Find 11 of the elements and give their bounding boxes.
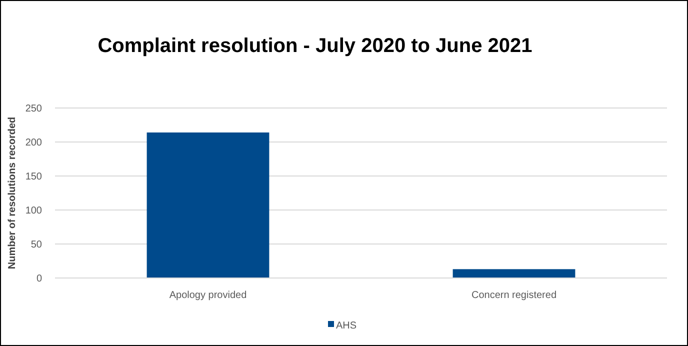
y-tick-label: 200 xyxy=(25,138,42,148)
y-tick-label: 50 xyxy=(30,240,42,250)
y-tick-label: 150 xyxy=(25,172,42,182)
y-axis-title: Number of resolutions recorded xyxy=(7,116,18,270)
y-tick-label: 0 xyxy=(36,274,42,284)
legend-label: AHS xyxy=(336,320,357,332)
x-tick-label: Apology provided xyxy=(169,290,247,301)
y-tick-label: 250 xyxy=(25,104,42,114)
x-tick-label: Concern registered xyxy=(471,290,557,301)
y-tick-label: 100 xyxy=(25,206,42,216)
chart-title: Complaint resolution - July 2020 to June 2021 xyxy=(98,35,532,57)
